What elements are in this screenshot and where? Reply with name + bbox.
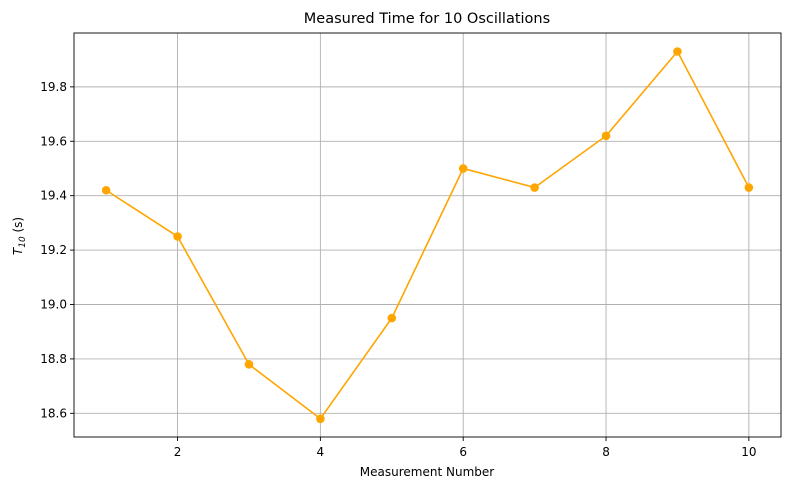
data-point [601,131,611,141]
y-axis-label-subscript: 10 [18,236,28,248]
x-axis-label: Measurement Number [360,465,494,479]
y-tick-label: 19.6 [40,134,67,148]
data-point [173,232,182,241]
data-point [244,360,254,369]
y-axis-label-main: T [11,246,25,255]
y-tick-label: 19.4 [40,189,67,203]
x-tick-label: 8 [602,445,610,459]
data-point [673,47,682,56]
data-point [387,313,397,323]
data-point [316,414,325,424]
x-axis-ticks: 2 4 6 8 10 [174,437,757,459]
data-point [744,183,754,192]
y-axis-label-unit: (s) [11,217,25,236]
grid [74,33,781,437]
data-point [458,164,468,173]
y-tick-label: 18.6 [40,406,67,420]
y-tick-label: 18.8 [40,352,67,366]
x-tick-label: 6 [459,445,467,459]
chart-title: Measured Time for 10 Oscillations [304,11,550,27]
y-tick-label: 19.0 [40,298,67,312]
data-point [101,185,111,195]
x-tick-label: 4 [317,445,325,459]
x-tick-label: 2 [174,445,182,459]
y-axis-label: T10 (s) [11,217,28,255]
plot-frame [73,32,782,438]
data-point [530,183,539,192]
y-tick-label: 19.2 [40,243,67,257]
x-tick-label: 10 [741,445,756,459]
y-axis-ticks: 18.6 18.8 19.0 19.2 19.4 19.6 19.8 [40,80,74,420]
y-tick-label: 19.8 [40,80,67,94]
series-markers [101,47,754,424]
series-line [105,50,750,420]
